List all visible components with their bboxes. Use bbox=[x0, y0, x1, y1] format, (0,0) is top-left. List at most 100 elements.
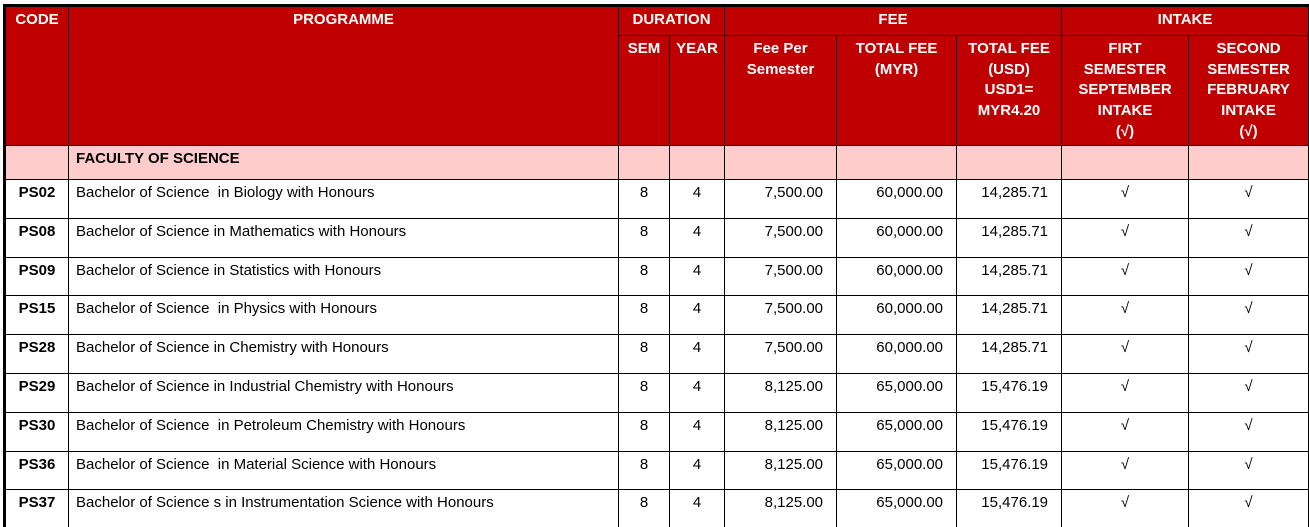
total-fee-usd-cell: 14,285.71 bbox=[956, 179, 1063, 219]
code-cell: PS09 bbox=[4, 256, 69, 297]
total-fee-usd-cell: 15,476.19 bbox=[956, 411, 1063, 452]
fee-per-semester-cell: 8,125.00 bbox=[724, 450, 838, 491]
code-cell: PS29 bbox=[4, 372, 69, 413]
table-row: PS37 Bachelor of Science s in Instrument… bbox=[4, 489, 1309, 527]
year-cell: 4 bbox=[668, 450, 726, 491]
fee-per-semester-cell: 7,500.00 bbox=[724, 217, 838, 258]
header-intake: INTAKE bbox=[1061, 5, 1309, 36]
section-empty-cell bbox=[836, 145, 958, 180]
table-row: PS30 Bachelor of Science in Petroleum Ch… bbox=[4, 411, 1309, 452]
total-fee-usd-cell: 14,285.71 bbox=[956, 334, 1063, 374]
second-intake-check: √ bbox=[1188, 489, 1309, 527]
year-cell: 4 bbox=[668, 372, 726, 413]
second-intake-check: √ bbox=[1188, 295, 1309, 336]
table-row: PS29 Bachelor of Science in Industrial C… bbox=[4, 372, 1309, 413]
sem-cell: 8 bbox=[618, 489, 670, 527]
year-cell: 4 bbox=[668, 217, 726, 258]
table-body: FACULTY OF SCIENCE PS02 Bachelor of Scie… bbox=[4, 145, 1309, 527]
section-empty-cell bbox=[724, 145, 838, 180]
fee-per-semester-cell: 8,125.00 bbox=[724, 489, 838, 527]
first-intake-check: √ bbox=[1061, 450, 1190, 491]
code-cell: PS37 bbox=[4, 489, 69, 527]
sem-cell: 8 bbox=[618, 295, 670, 336]
total-fee-myr-cell: 60,000.00 bbox=[836, 295, 958, 336]
header-sub-row: SEM YEAR Fee Per Semester TOTAL FEE (MYR… bbox=[5, 35, 1309, 146]
section-row: FACULTY OF SCIENCE bbox=[4, 145, 1309, 180]
header-second-semester-intake: SECOND SEMESTER FEBRUARY INTAKE (√) bbox=[1188, 35, 1309, 146]
programme-cell: Bachelor of Science in Statistics with H… bbox=[68, 256, 619, 297]
fee-per-semester-cell: 8,125.00 bbox=[724, 411, 838, 452]
sem-cell: 8 bbox=[618, 411, 670, 452]
programme-cell: Bachelor of Science in Mathematics with … bbox=[68, 217, 619, 258]
table-row: PS15 Bachelor of Science in Physics with… bbox=[4, 295, 1309, 336]
fee-structure-table: CODE PROGRAMME DURATION FEE INTAKE SEM Y… bbox=[3, 4, 1309, 527]
year-cell: 4 bbox=[668, 256, 726, 297]
fee-per-semester-cell: 7,500.00 bbox=[724, 179, 838, 219]
total-fee-myr-cell: 60,000.00 bbox=[836, 217, 958, 258]
table-row: PS36 Bachelor of Science in Material Sci… bbox=[4, 450, 1309, 491]
total-fee-myr-cell: 60,000.00 bbox=[836, 179, 958, 219]
section-empty-cell bbox=[1188, 145, 1309, 180]
section-empty-cell bbox=[1061, 145, 1190, 180]
first-intake-check: √ bbox=[1061, 295, 1190, 336]
first-intake-check: √ bbox=[1061, 179, 1190, 219]
section-title: FACULTY OF SCIENCE bbox=[68, 145, 619, 180]
programme-cell: Bachelor of Science in Material Science … bbox=[68, 450, 619, 491]
section-empty-cell bbox=[956, 145, 1063, 180]
table-row: PS02 Bachelor of Science in Biology with… bbox=[4, 179, 1309, 219]
header-fee-per-semester: Fee Per Semester bbox=[724, 35, 838, 146]
section-empty-cell bbox=[4, 145, 69, 180]
total-fee-usd-cell: 15,476.19 bbox=[956, 450, 1063, 491]
sem-cell: 8 bbox=[618, 256, 670, 297]
second-intake-check: √ bbox=[1188, 372, 1309, 413]
total-fee-usd-cell: 15,476.19 bbox=[956, 372, 1063, 413]
programme-cell: Bachelor of Science in Physics with Hono… bbox=[68, 295, 619, 336]
header-fee: FEE bbox=[724, 5, 1063, 36]
programme-cell: Bachelor of Science in Petroleum Chemist… bbox=[68, 411, 619, 452]
total-fee-usd-cell: 14,285.71 bbox=[956, 256, 1063, 297]
header-first-semester-intake: FIRT SEMESTER SEPTEMBER INTAKE (√) bbox=[1061, 35, 1190, 146]
first-intake-check: √ bbox=[1061, 334, 1190, 374]
table-row: PS08 Bachelor of Science in Mathematics … bbox=[4, 217, 1309, 258]
sem-cell: 8 bbox=[618, 450, 670, 491]
header-programme: PROGRAMME bbox=[68, 5, 619, 146]
second-intake-check: √ bbox=[1188, 334, 1309, 374]
second-intake-check: √ bbox=[1188, 179, 1309, 219]
first-intake-check: √ bbox=[1061, 372, 1190, 413]
section-empty-cell bbox=[618, 145, 670, 180]
year-cell: 4 bbox=[668, 411, 726, 452]
table-row: PS09 Bachelor of Science in Statistics w… bbox=[4, 256, 1309, 297]
code-cell: PS30 bbox=[4, 411, 69, 452]
second-intake-check: √ bbox=[1188, 256, 1309, 297]
total-fee-usd-cell: 14,285.71 bbox=[956, 217, 1063, 258]
second-intake-check: √ bbox=[1188, 411, 1309, 452]
second-intake-check: √ bbox=[1188, 217, 1309, 258]
programme-cell: Bachelor of Science s in Instrumentation… bbox=[68, 489, 619, 527]
first-intake-check: √ bbox=[1061, 411, 1190, 452]
sem-cell: 8 bbox=[618, 217, 670, 258]
header-code: CODE bbox=[4, 5, 69, 146]
header-total-fee-usd: TOTAL FEE (USD) USD1= MYR4.20 bbox=[956, 35, 1063, 146]
fee-per-semester-cell: 7,500.00 bbox=[724, 295, 838, 336]
total-fee-myr-cell: 60,000.00 bbox=[836, 256, 958, 297]
total-fee-usd-cell: 15,476.19 bbox=[956, 489, 1063, 527]
header-duration: DURATION bbox=[617, 5, 726, 36]
total-fee-myr-cell: 65,000.00 bbox=[836, 489, 958, 527]
total-fee-myr-cell: 65,000.00 bbox=[836, 411, 958, 452]
sem-cell: 8 bbox=[618, 334, 670, 374]
code-cell: PS28 bbox=[4, 334, 69, 374]
code-cell: PS02 bbox=[4, 179, 69, 219]
table-header: CODE PROGRAMME DURATION FEE INTAKE SEM Y… bbox=[4, 5, 1309, 146]
code-cell: PS36 bbox=[4, 450, 69, 491]
first-intake-check: √ bbox=[1061, 217, 1190, 258]
section-empty-cell bbox=[668, 145, 726, 180]
fee-per-semester-cell: 7,500.00 bbox=[724, 334, 838, 374]
total-fee-myr-cell: 65,000.00 bbox=[836, 450, 958, 491]
fee-per-semester-cell: 8,125.00 bbox=[724, 372, 838, 413]
year-cell: 4 bbox=[668, 179, 726, 219]
table-row: PS28 Bachelor of Science in Chemistry wi… bbox=[4, 334, 1309, 374]
header-sem: SEM bbox=[618, 35, 670, 146]
sem-cell: 8 bbox=[618, 372, 670, 413]
programme-cell: Bachelor of Science in Biology with Hono… bbox=[68, 179, 619, 219]
